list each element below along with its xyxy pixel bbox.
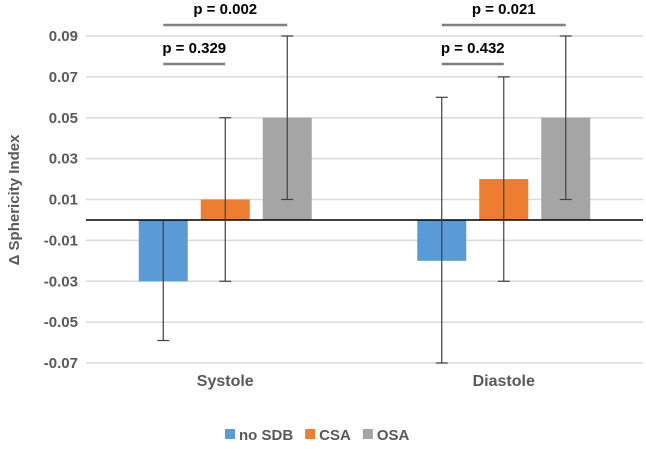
- y-tick-label: 0.07: [49, 69, 78, 86]
- y-tick-label: 0.05: [49, 110, 78, 127]
- category-labels: Systole Diastole: [197, 373, 535, 390]
- legend-swatch: [305, 429, 316, 439]
- legend-label: no SDB: [239, 427, 293, 444]
- y-tick-label: -0.01: [44, 232, 78, 249]
- y-tick-label: -0.03: [44, 273, 78, 290]
- category-label: Systole: [197, 373, 254, 390]
- y-axis-label: Δ Sphericity Index: [6, 134, 23, 265]
- category-label: Diastole: [473, 373, 535, 390]
- p-value-label: p = 0.329: [162, 40, 226, 57]
- legend-label: OSA: [377, 427, 410, 444]
- y-axis-ticks: 0.09 0.07 0.05 0.03 0.01 -0.01 -0.03 -0.05 -0.07: [44, 28, 78, 372]
- p-value-label: p = 0.021: [472, 1, 536, 18]
- legend-swatch: [225, 429, 235, 439]
- y-tick-label: -0.07: [44, 355, 78, 372]
- y-tick-label: -0.05: [44, 314, 78, 331]
- error-bars: [157, 35, 572, 364]
- p-value-label: p = 0.432: [441, 40, 505, 57]
- y-tick-label: 0.01: [49, 192, 78, 209]
- significance-annotations: p = 0.002 p = 0.329 p = 0.021 p = 0.432: [162, 1, 566, 66]
- legend-swatch: [362, 429, 373, 439]
- y-tick-label: 0.03: [49, 151, 78, 168]
- legend: no SDB CSA OSA: [225, 427, 410, 444]
- legend-label: CSA: [319, 427, 351, 444]
- p-value-label: p = 0.002: [193, 1, 257, 18]
- y-tick-label: 0.09: [49, 28, 78, 45]
